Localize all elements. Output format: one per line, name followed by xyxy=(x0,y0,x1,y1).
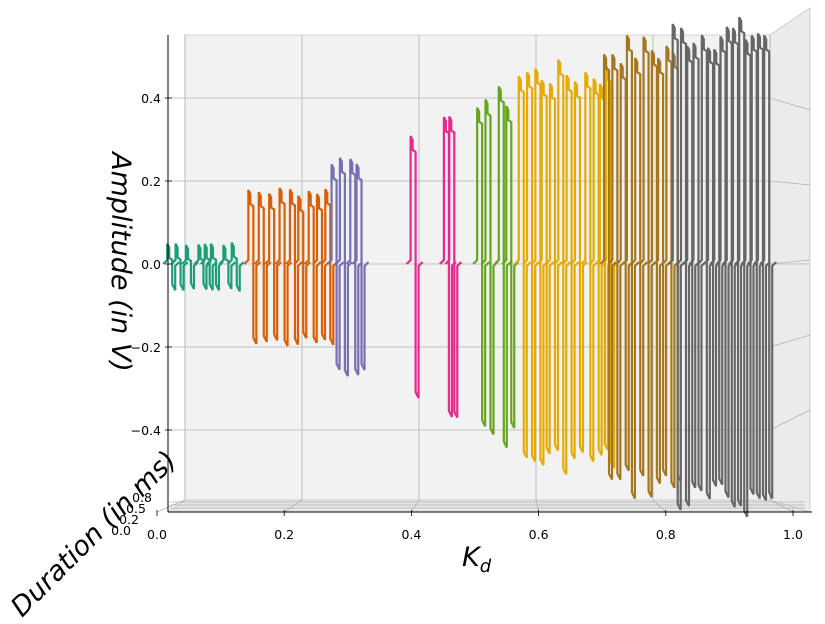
y-tick-label: 0.2 xyxy=(141,174,161,189)
series-burst xyxy=(303,190,322,344)
series-burst xyxy=(199,243,218,291)
series-burst xyxy=(243,189,262,345)
series-burst xyxy=(630,57,649,477)
side-pane xyxy=(769,7,811,513)
series-burst xyxy=(545,82,563,452)
y-gridline-side xyxy=(769,180,811,186)
series-burst xyxy=(746,35,765,499)
z-tick-label: 0.5 xyxy=(126,501,146,516)
series-burst xyxy=(570,81,588,453)
series-burst xyxy=(226,242,245,292)
series-burst xyxy=(274,187,293,347)
series-burst xyxy=(607,54,626,480)
series-burst xyxy=(530,68,549,466)
series-burst xyxy=(170,243,189,291)
series-burst xyxy=(561,74,580,460)
y-gridline-side xyxy=(769,334,811,348)
series-burst xyxy=(218,244,237,290)
series-burst xyxy=(599,53,617,481)
y-tick-label: 0.4 xyxy=(141,91,161,106)
series-group-8 xyxy=(667,16,777,518)
series-burst xyxy=(264,193,282,341)
series-group-3 xyxy=(326,157,370,377)
series-burst xyxy=(615,62,634,472)
y-gridline-side xyxy=(769,97,811,111)
y-gridline-side xyxy=(769,259,811,265)
series-burst xyxy=(728,27,746,507)
y-gridline-side xyxy=(769,409,811,431)
series-burst xyxy=(721,26,740,508)
series-burst xyxy=(480,99,499,435)
series-burst xyxy=(253,191,272,343)
series-burst xyxy=(162,243,181,291)
series-burst xyxy=(206,243,224,291)
y-axis-label: Amplitude (in V) xyxy=(105,150,136,372)
series-burst xyxy=(345,158,364,376)
series-burst xyxy=(513,75,532,459)
x-tick-label: 0.4 xyxy=(401,527,421,542)
series-burst xyxy=(522,71,540,463)
series-group-5 xyxy=(472,85,520,449)
series-burst xyxy=(688,42,707,492)
series-burst xyxy=(312,193,330,341)
series-burst xyxy=(676,27,694,507)
series-burst xyxy=(494,85,512,449)
series-burst xyxy=(697,34,715,500)
series-burst xyxy=(661,45,680,489)
x-tick-label: 0.8 xyxy=(656,527,676,542)
series-burst xyxy=(622,34,640,500)
series-burst xyxy=(759,35,777,499)
series-burst xyxy=(501,105,520,429)
series-burst xyxy=(753,33,771,501)
series-burst xyxy=(536,79,555,455)
series-burst xyxy=(193,244,212,290)
series-burst xyxy=(472,107,490,427)
x-axis-label: Kd xyxy=(462,542,492,577)
y-tick-label: −0.4 xyxy=(131,423,161,438)
series-burst xyxy=(320,188,339,346)
series-burst xyxy=(326,163,345,371)
series-burst xyxy=(734,16,753,518)
series-burst xyxy=(580,71,599,463)
x-tick-label: 0.6 xyxy=(529,527,549,542)
series-burst xyxy=(715,35,734,499)
series-burst xyxy=(335,157,353,377)
series-burst xyxy=(405,135,424,399)
z-tick-label: 0.0 xyxy=(111,523,131,538)
series-group-1 xyxy=(162,242,245,292)
series-burst xyxy=(647,50,665,484)
y-tick-label: 0.0 xyxy=(141,257,161,272)
series-burst xyxy=(703,47,721,487)
z-tick-label: 0.2 xyxy=(119,512,139,527)
series-burst xyxy=(667,23,686,511)
series-burst xyxy=(709,48,728,486)
x-tick-label: 1.0 xyxy=(783,527,803,542)
x-tick-label: 0.2 xyxy=(274,527,294,542)
series-group-6 xyxy=(513,59,619,475)
series-burst xyxy=(682,45,701,489)
series-burst xyxy=(553,59,572,475)
series-burst xyxy=(285,188,303,346)
y-tick-label: −0.2 xyxy=(131,340,161,355)
series-burst xyxy=(351,163,370,371)
series-burst xyxy=(293,195,312,339)
chart-axes xyxy=(156,35,812,516)
z-tick-label: 0.8 xyxy=(132,490,152,505)
series-burst xyxy=(588,78,607,456)
chart-series xyxy=(162,16,777,518)
series-group-4 xyxy=(405,115,463,419)
series-burst xyxy=(740,39,759,495)
series-group-2 xyxy=(243,187,339,347)
chart-panes xyxy=(156,7,811,513)
series-burst xyxy=(653,57,671,477)
series-burst xyxy=(638,36,657,498)
series-burst xyxy=(444,115,463,419)
series-burst xyxy=(439,116,457,418)
series-burst xyxy=(181,244,199,290)
x-tick-label: 0.0 xyxy=(147,527,167,542)
